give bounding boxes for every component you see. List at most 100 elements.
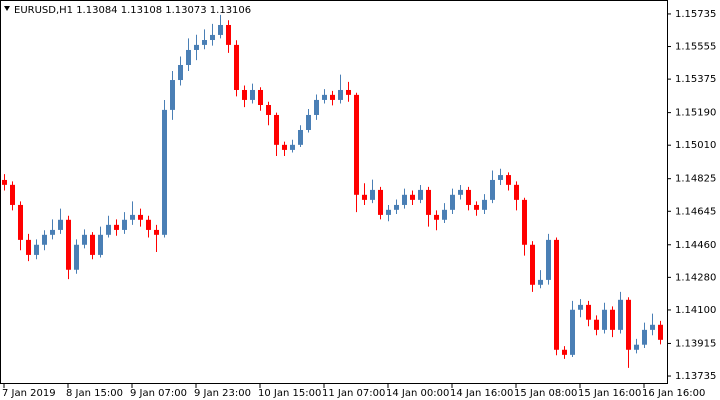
candle-body [330,94,335,100]
x-tick-label: 11 Jan 07:00 [322,388,385,399]
candle-body [10,184,15,205]
candle-body [234,44,239,90]
x-tick-label: 14 Jan 00:00 [386,388,449,399]
x-tick-label: 16 Jan 16:00 [642,388,705,399]
candle-body [66,219,71,270]
y-tick-label: 1.15555 [675,42,716,53]
candle-body [554,239,559,350]
candle-body [42,234,47,245]
candle-body [426,189,431,215]
candle-body [130,214,135,220]
candle-body [34,244,39,255]
y-tick-label: 1.14645 [675,206,716,217]
candle-body [226,24,231,45]
candle-body [50,229,55,235]
candle-body [618,299,623,330]
candle-body [58,219,63,230]
candle-body [474,204,479,210]
candle-body [250,89,255,100]
candle-body [386,209,391,215]
candle-body [650,324,655,330]
candle-body [18,204,23,240]
candle-body [90,234,95,255]
candle-body [378,189,383,215]
candle-body [218,24,223,35]
x-tick-label: 15 Jan 08:00 [514,388,577,399]
y-tick-label: 1.15375 [675,74,716,85]
y-tick-label: 1.15010 [675,140,716,151]
candle-body [434,214,439,220]
candle-body [442,209,447,220]
candle-body [562,349,567,355]
y-tick-label: 1.15190 [675,108,716,119]
candle-body [194,44,199,50]
candle-body [370,189,375,200]
candle-body [658,324,663,340]
candle-body [26,239,31,255]
plot-frame [0,0,668,384]
candle-body [98,234,103,255]
y-tick-label: 1.14280 [675,272,716,283]
candle-body [538,279,543,285]
y-tick-label: 1.13915 [675,338,716,349]
candle-body [642,329,647,345]
candle-body [178,64,183,81]
candle-body [450,194,455,210]
y-tick-label: 1.14460 [675,240,716,251]
x-tick-label: 15 Jan 16:00 [578,388,641,399]
candle-body [506,175,511,185]
candle-body [498,175,503,180]
candle-body [314,99,319,115]
candle-body [402,194,407,205]
candle-body [210,34,215,41]
x-tick-label: 14 Jan 16:00 [450,388,513,399]
candle-body [114,224,119,230]
candle-body [346,89,351,95]
candle-body [282,144,287,150]
candle-body [570,309,575,355]
candle-body [338,89,343,100]
candle-body [106,224,111,235]
candle-body [394,204,399,210]
candle-body [594,319,599,330]
candle-body [122,219,127,230]
candle-body [514,184,519,200]
candle-body [410,194,415,200]
candle-body [162,109,167,235]
y-tick-label: 1.14825 [675,174,716,185]
y-tick-label: 1.13735 [675,371,716,382]
candle-body [482,199,487,210]
candle-body [578,304,583,310]
x-tick-label: 9 Jan 23:00 [194,388,251,399]
candle-body [362,194,367,200]
candle-body [186,49,191,65]
y-tick-label: 1.14100 [675,305,716,316]
candle-body [74,244,79,270]
candle-body [458,189,463,195]
candle-body [354,94,359,195]
candle-body [298,129,303,145]
x-tick-label: 10 Jan 15:00 [258,388,321,399]
candle-body [418,189,423,200]
candle-body [602,309,607,330]
candle-body [154,229,159,235]
candle-body [290,144,295,150]
candle-body [2,179,7,185]
candle-body [530,244,535,285]
x-tick-label: 7 Jan 2019 [2,388,56,399]
candle-body [634,344,639,350]
candle-body [626,299,631,350]
x-tick-label: 8 Jan 15:00 [66,388,123,399]
candle-body [610,309,615,330]
y-tick-label: 1.15735 [675,9,716,20]
candle-body [490,179,495,200]
candle-body [202,40,207,45]
candle-body [138,214,143,220]
x-tick-label: 9 Jan 07:00 [130,388,187,399]
candle-body [322,94,327,100]
chart-header: EURUSD,H1 1.13084 1.13108 1.13073 1.1310… [14,5,251,16]
menu-icon [4,6,10,11]
candle-body [146,219,151,230]
